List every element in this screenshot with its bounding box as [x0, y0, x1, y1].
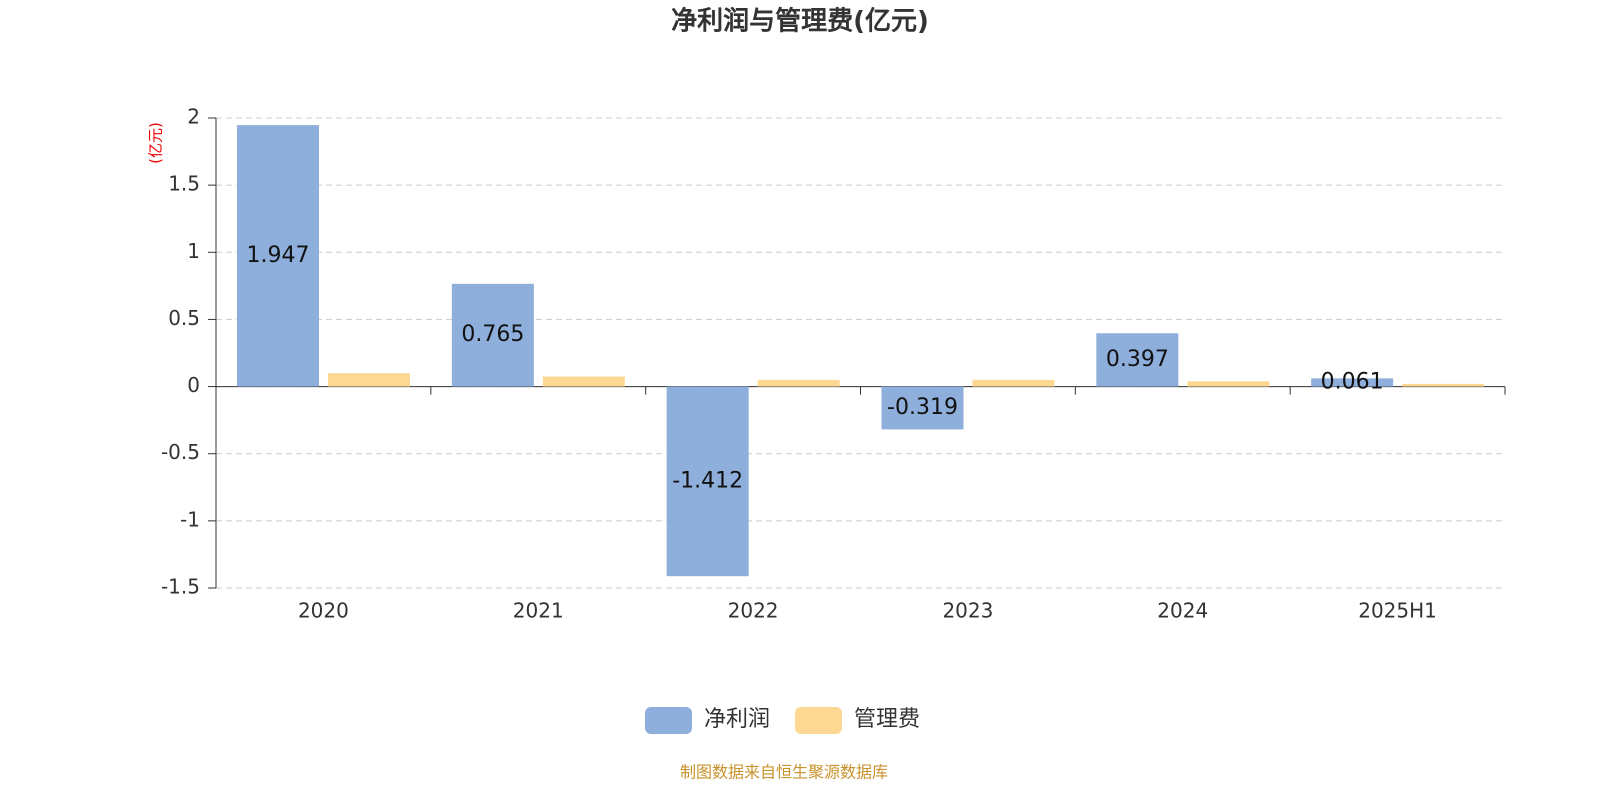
data-label: 0.061 — [1321, 369, 1384, 394]
y-axis-label: (亿元) — [147, 122, 165, 164]
y-tick-label: 2 — [187, 105, 200, 129]
x-tick-label: 2025H1 — [1358, 599, 1437, 623]
y-tick-label: -1 — [180, 507, 200, 531]
bar — [451, 283, 534, 387]
bar — [1311, 378, 1394, 387]
y-tick-label: 0.5 — [168, 306, 200, 330]
y-tick-label: 0 — [187, 373, 200, 397]
bar — [1187, 381, 1270, 387]
source-note: 制图数据来自恒生聚源数据库 — [680, 763, 888, 782]
legend-swatch — [795, 707, 842, 734]
y-tick-label: 1.5 — [168, 172, 200, 196]
data-label: 0.765 — [461, 322, 524, 347]
data-label: 0.397 — [1106, 347, 1169, 372]
chart-title: 净利润与管理费(亿元) — [671, 6, 929, 37]
x-tick-label: 2024 — [1157, 599, 1208, 623]
data-label: 1.947 — [247, 243, 310, 268]
bar — [972, 379, 1055, 387]
x-tick-label: 2020 — [298, 599, 349, 623]
bar — [237, 125, 319, 387]
bar — [881, 386, 964, 430]
bar — [666, 386, 749, 577]
x-tick-label: 2023 — [942, 599, 993, 623]
bar — [757, 379, 840, 387]
bar — [1096, 333, 1179, 387]
legend-label: 净利润 — [704, 707, 770, 732]
x-tick-label: 2022 — [728, 599, 779, 623]
legend-label: 管理费 — [854, 707, 920, 732]
bar — [328, 373, 410, 387]
y-tick-label: -1.5 — [161, 575, 200, 599]
x-tick-label: 2021 — [513, 599, 564, 623]
y-tick-label: -0.5 — [161, 440, 200, 464]
data-label: -0.319 — [887, 395, 958, 420]
bar — [542, 376, 625, 387]
y-tick-label: 1 — [187, 239, 200, 263]
legend-swatch — [645, 707, 692, 734]
bar — [1402, 383, 1485, 387]
data-label: -1.412 — [672, 468, 743, 493]
